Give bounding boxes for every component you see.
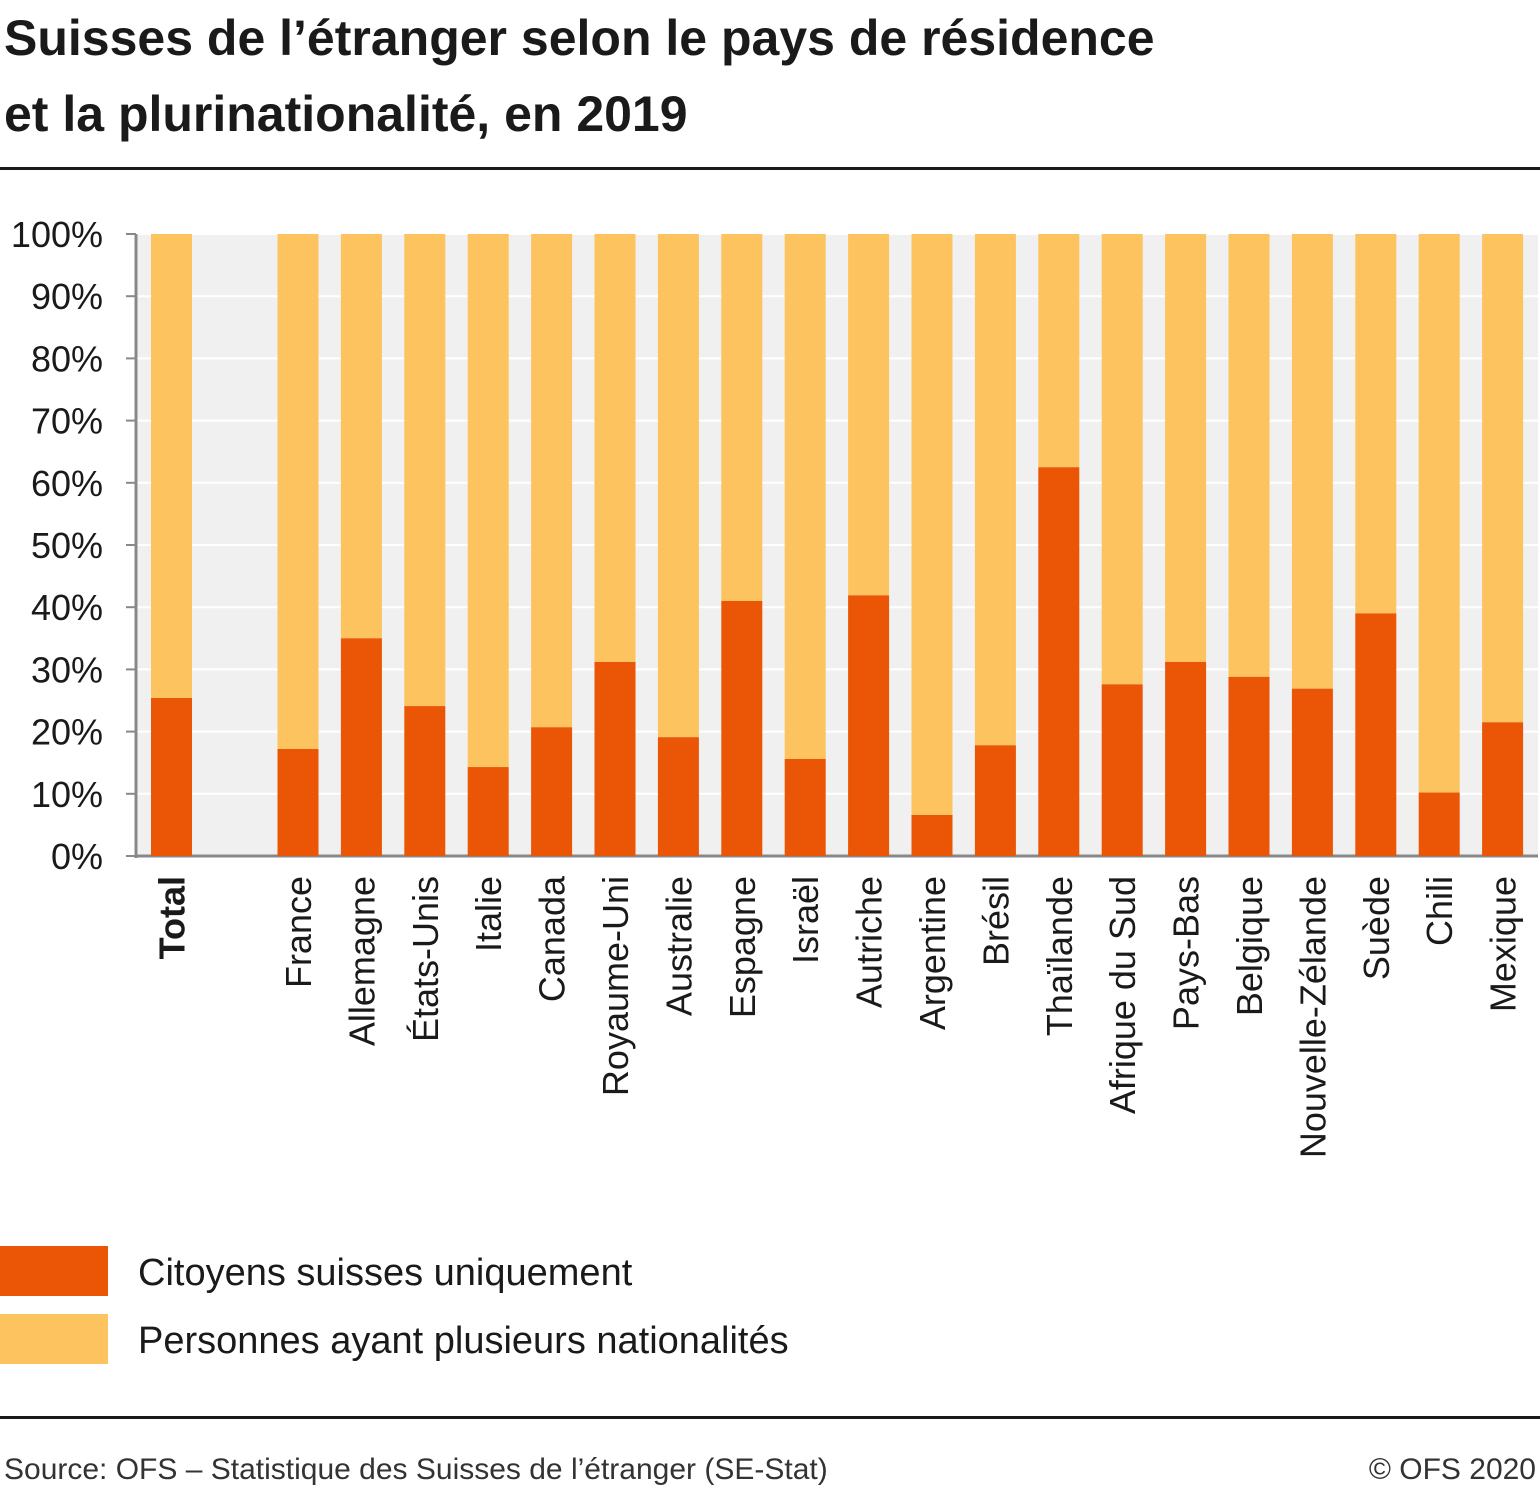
title-line-2: et la plurinationalité, en 2019 — [4, 86, 688, 142]
x-tick-label: Australie — [658, 876, 699, 1016]
bar-multi-2 — [340, 234, 382, 639]
bar-swiss-only-14 — [1101, 684, 1143, 856]
legend-swatch-swiss-only — [0, 1246, 108, 1296]
bar-swiss-only-11 — [911, 814, 953, 856]
chart-title: Suisses de l’étranger selon le pays de r… — [4, 0, 1524, 152]
bar-chart: 0% 10% 20% 30% 40% 50% 60% 70% 80% 90% 100% Total F… — [11, 214, 1538, 1158]
bar-multi-20 — [1482, 234, 1524, 723]
legend-label-swiss-only: Citoyens suisses uniquement — [138, 1252, 633, 1294]
bar-swiss-only-3 — [404, 706, 446, 856]
bottom-rule — [0, 1416, 1540, 1419]
x-tick-label: Thaïlande — [1039, 876, 1080, 1036]
bar-multi-13 — [1038, 234, 1080, 468]
x-tick-label: États-Unis — [405, 876, 446, 1042]
bar-swiss-only-10 — [848, 595, 890, 856]
y-tick-label: 0% — [51, 836, 103, 877]
bar-multi-14 — [1101, 234, 1143, 685]
bar-multi-7 — [657, 234, 699, 738]
y-tick-label: 40% — [31, 587, 103, 628]
bar-swiss-only-19 — [1418, 792, 1460, 856]
source-note: Source: OFS – Statistique des Suisses de… — [4, 1453, 828, 1486]
bar-swiss-only-0 — [151, 698, 192, 856]
copyright: © OFS 2020 — [1368, 1453, 1536, 1486]
y-tick-label: 30% — [31, 649, 103, 690]
y-tick-label: 90% — [31, 276, 103, 317]
x-tick-label: Mexique — [1483, 876, 1524, 1012]
bar-swiss-only-13 — [1038, 467, 1080, 856]
bar-swiss-only-17 — [1291, 688, 1333, 856]
bar-swiss-only-16 — [1228, 676, 1270, 856]
x-tick-label: Suède — [1356, 876, 1397, 980]
y-tick-label: 60% — [31, 463, 103, 504]
bar-swiss-only-2 — [340, 638, 382, 856]
x-tick-label: Afrique du Sud — [1102, 876, 1143, 1114]
x-tick-label: Canada — [532, 875, 573, 1002]
x-tick-label: Israël — [785, 876, 826, 964]
bar-swiss-only-9 — [784, 758, 826, 856]
bar-multi-8 — [721, 234, 763, 601]
y-tick-label: 20% — [31, 712, 103, 753]
x-tick-label: Autriche — [849, 876, 890, 1008]
bar-swiss-only-4 — [467, 767, 509, 856]
bar-multi-3 — [404, 234, 446, 707]
y-tick-label: 80% — [31, 338, 103, 379]
bar-multi-17 — [1291, 234, 1333, 689]
bar-multi-12 — [974, 234, 1016, 746]
bar-swiss-only-18 — [1355, 613, 1397, 856]
bar-swiss-only-7 — [657, 737, 699, 856]
x-tick-label: Brésil — [975, 876, 1016, 966]
x-tick-label: Total — [152, 876, 193, 959]
title-line-1: Suisses de l’étranger selon le pays de r… — [4, 10, 1155, 66]
bar-multi-18 — [1355, 234, 1397, 614]
bar-multi-19 — [1418, 234, 1460, 793]
top-rule — [0, 167, 1540, 170]
y-tick-label: 70% — [31, 401, 103, 442]
x-axis: Total France Allemagne États-Unis Italie Cana… — [152, 875, 1524, 1158]
bar-swiss-only-20 — [1482, 722, 1524, 856]
legend-label-multi: Personnes ayant plusieurs nationalités — [138, 1320, 789, 1362]
x-tick-label: Belgique — [1229, 876, 1270, 1016]
x-tick-label: Pays-Bas — [1166, 876, 1207, 1030]
bar-multi-4 — [467, 234, 509, 768]
x-tick-label: Nouvelle-Zélande — [1292, 876, 1333, 1158]
bar-swiss-only-8 — [721, 600, 763, 856]
legend-swatch-multi — [0, 1314, 108, 1364]
bar-swiss-only-1 — [277, 749, 319, 856]
bar-multi-11 — [911, 234, 953, 815]
bar-multi-0 — [151, 234, 192, 699]
x-tick-label: France — [278, 876, 319, 988]
legend-item-swiss-only: Citoyens suisses uniquement — [0, 1246, 1000, 1298]
bar-swiss-only-6 — [594, 661, 636, 856]
x-tick-label: Espagne — [722, 876, 763, 1018]
legend-item-multi: Personnes ayant plusieurs nationalités — [0, 1314, 1000, 1366]
bar-multi-9 — [784, 234, 826, 759]
bar-swiss-only-5 — [531, 727, 573, 856]
bar-swiss-only-12 — [974, 745, 1016, 856]
bar-multi-5 — [531, 234, 573, 728]
y-tick-label: 100% — [11, 214, 103, 255]
x-tick-label: Italie — [468, 876, 509, 952]
bar-multi-10 — [848, 234, 890, 596]
y-tick-label: 10% — [31, 774, 103, 815]
bar-swiss-only-15 — [1165, 661, 1207, 856]
x-tick-label: Chili — [1419, 876, 1460, 946]
x-tick-label: Argentine — [912, 876, 953, 1030]
bar-multi-15 — [1165, 234, 1207, 662]
bar-multi-6 — [594, 234, 636, 662]
y-tick-label: 50% — [31, 525, 103, 566]
bar-multi-1 — [277, 234, 319, 750]
x-tick-label: Royaume-Uni — [595, 876, 636, 1096]
bars — [151, 234, 1524, 856]
x-tick-label: Allemagne — [341, 876, 382, 1046]
bar-multi-16 — [1228, 234, 1270, 677]
